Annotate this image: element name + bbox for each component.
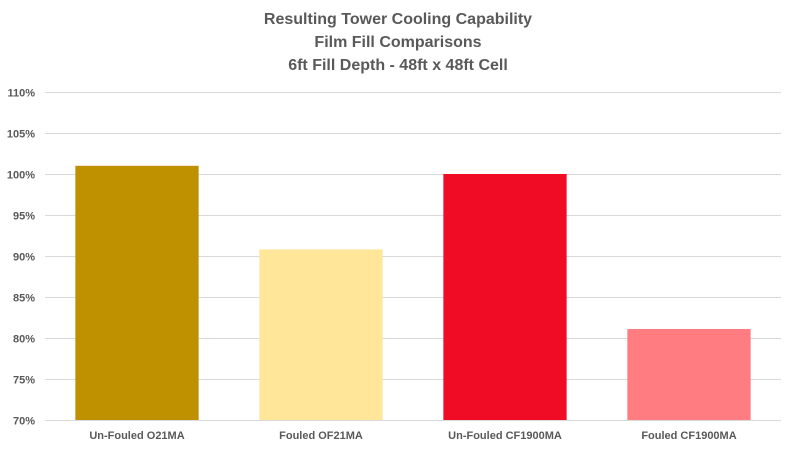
y-tick-label: 70% — [13, 416, 35, 428]
bar-1 — [75, 165, 199, 420]
y-tick-label: 95% — [13, 211, 35, 223]
x-category-label: Un-Fouled O21MA — [89, 430, 184, 442]
chart-title-line-2: Film Fill Comparisons — [314, 34, 482, 51]
y-tick-label: 100% — [7, 170, 35, 182]
chart-title: Resulting Tower Cooling Capability Film … — [0, 8, 796, 77]
y-axis-tick-labels: 70% 75% 80% 85% 90% 95% 100% 105% 110% — [7, 88, 35, 428]
x-category-label: Un-Fouled CF1900MA — [448, 430, 562, 442]
y-tick-label: 105% — [7, 129, 35, 141]
y-tick-label: 90% — [13, 252, 35, 264]
y-tick-label: 85% — [13, 293, 35, 305]
chart-title-line-1: Resulting Tower Cooling Capability — [263, 11, 533, 28]
x-category-label: Fouled CF1900MA — [641, 430, 736, 442]
bar-4 — [627, 328, 751, 420]
bar-3 — [443, 174, 567, 420]
x-axis-category-labels: Un-Fouled O21MA Fouled OF21MA Un-Fouled CF… — [89, 430, 736, 442]
chart-title-line-3: 6ft Fill Depth - 48ft x 48ft Cell — [288, 57, 508, 74]
y-tick-label: 80% — [13, 334, 35, 346]
bar-2 — [259, 249, 383, 420]
y-tick-label: 75% — [13, 375, 35, 387]
y-tick-label: 110% — [7, 88, 35, 100]
x-category-label: Fouled OF21MA — [279, 430, 363, 442]
bars — [75, 165, 751, 420]
